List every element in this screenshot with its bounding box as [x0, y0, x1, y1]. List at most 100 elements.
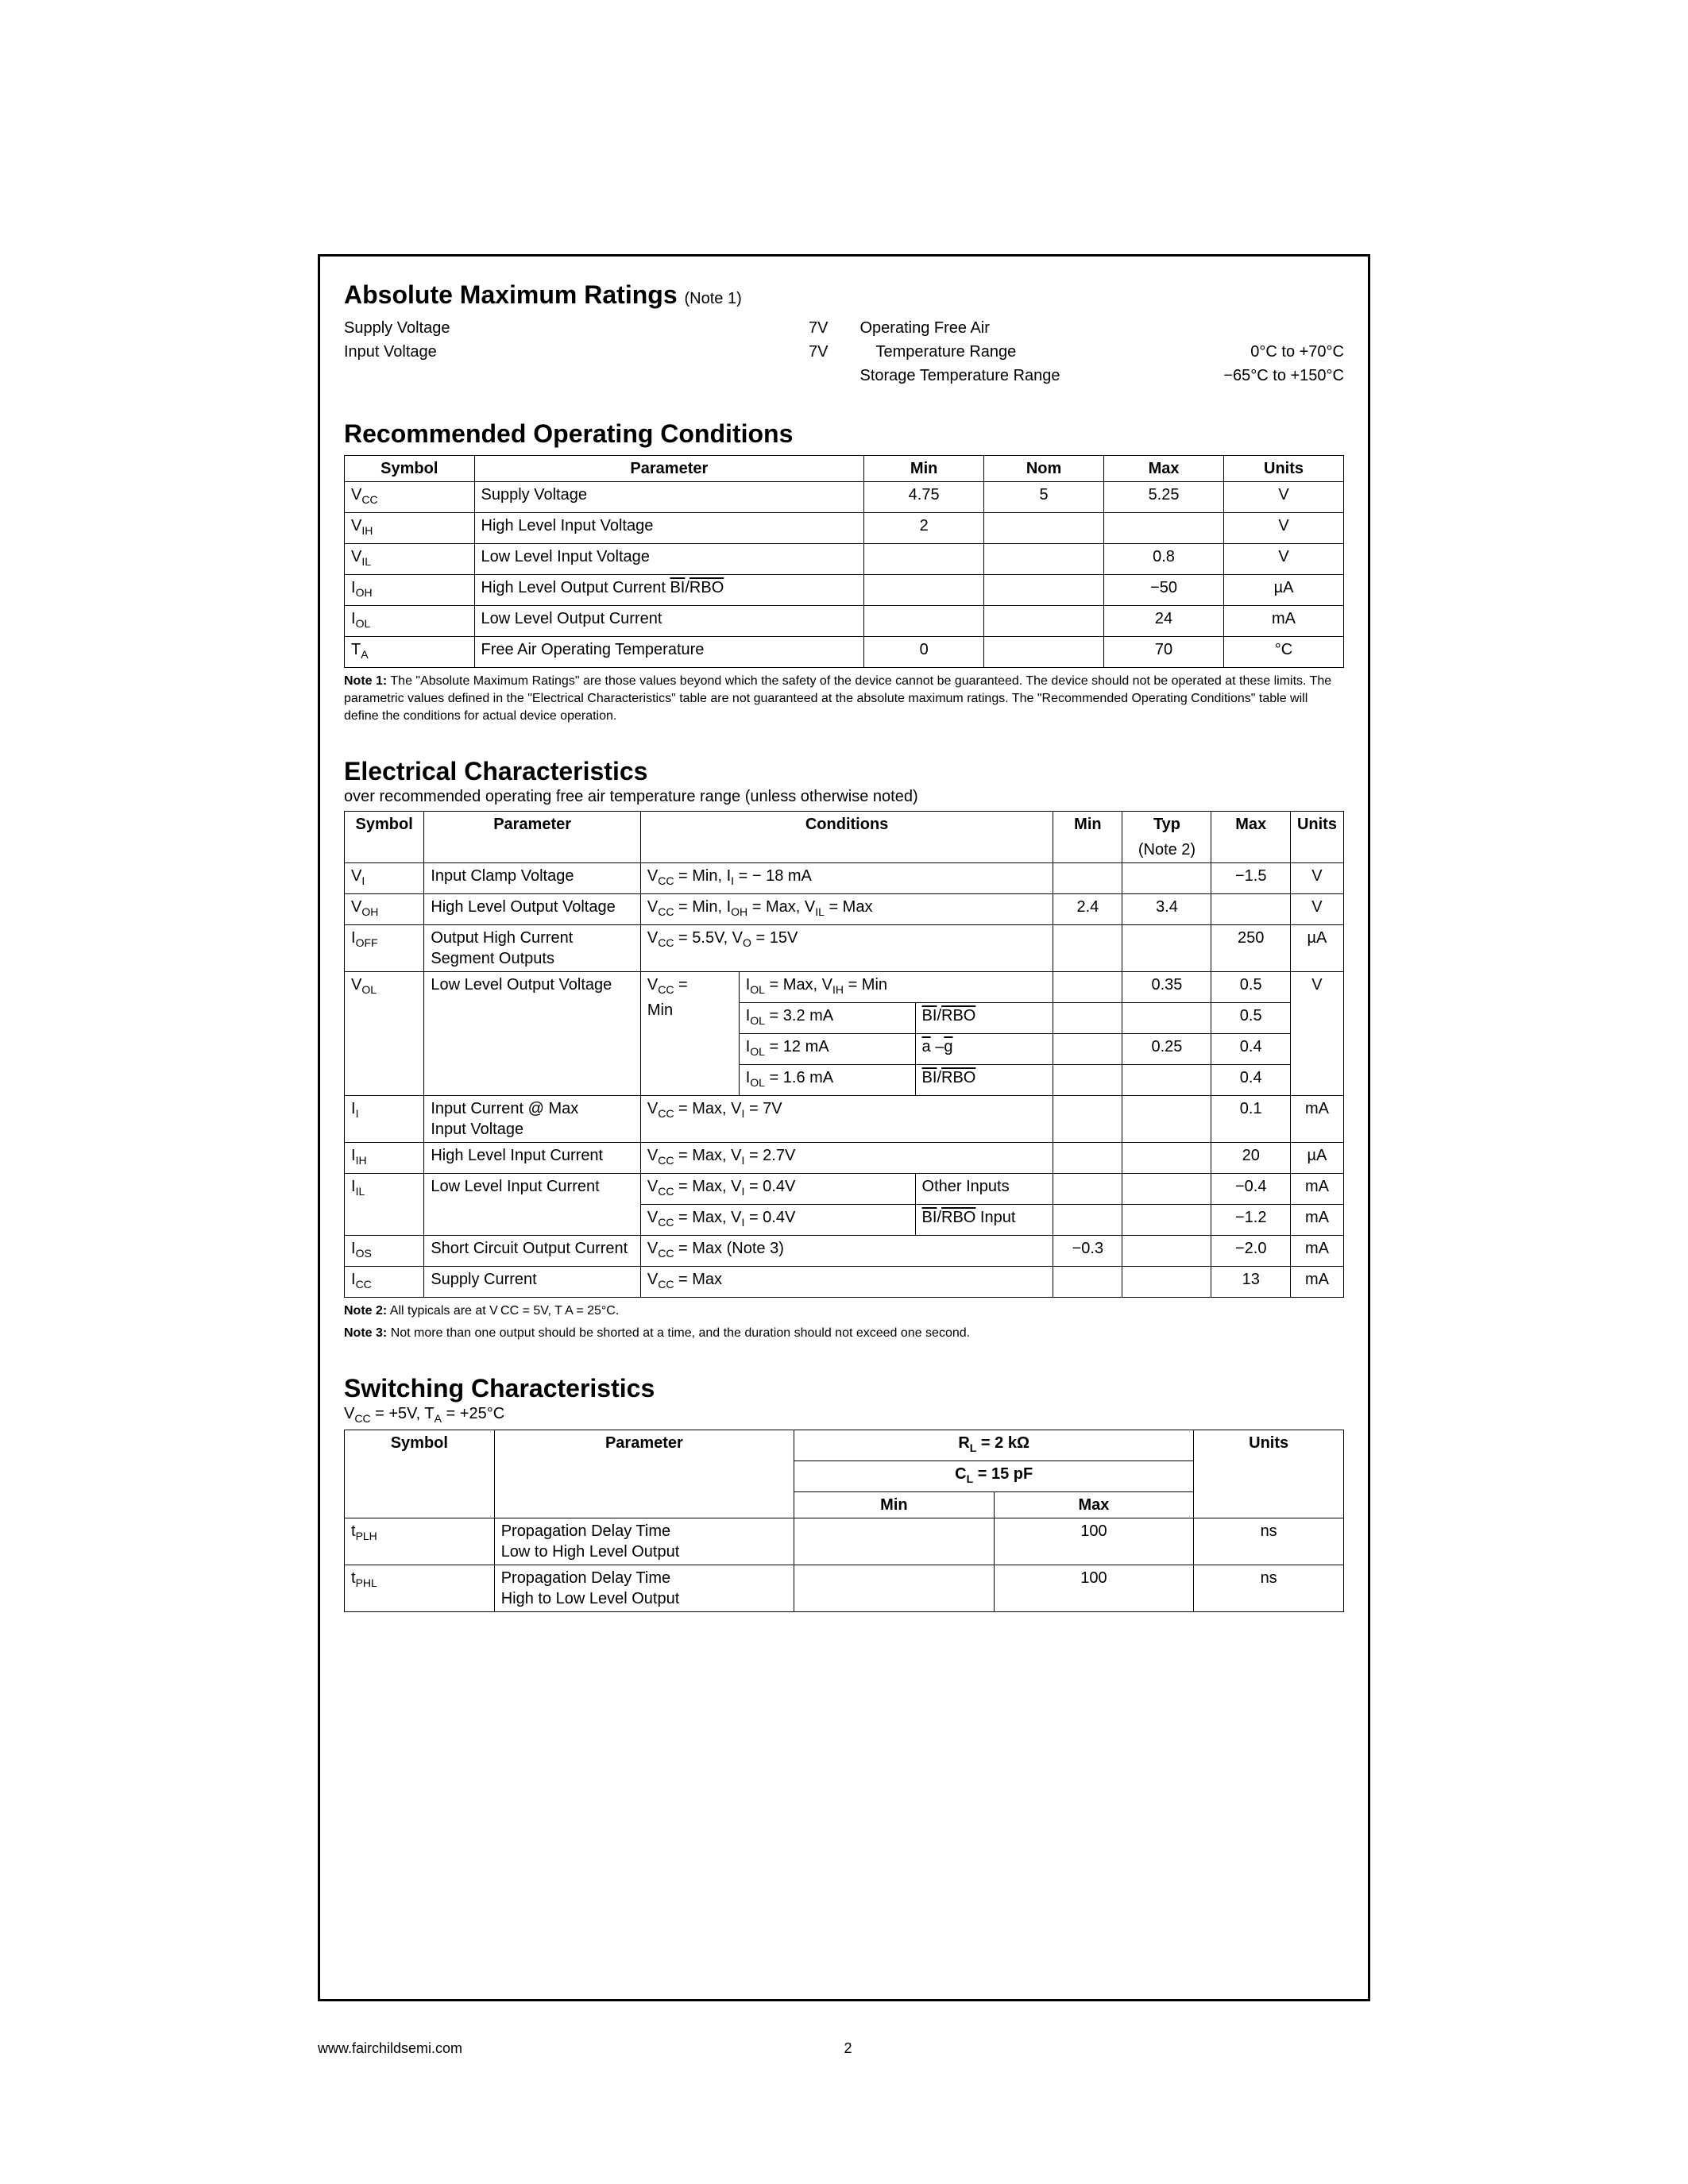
cell: High Level Input Voltage — [474, 513, 864, 544]
cell — [794, 1518, 995, 1565]
cell: Free Air Operating Temperature — [474, 637, 864, 668]
sc-header: Units — [1194, 1430, 1344, 1518]
amr-title: Absolute Maximum Ratings (Note 1) — [344, 280, 1344, 310]
cell: 0.35 — [1122, 972, 1211, 1003]
amr-value: 7V — [610, 316, 828, 340]
amr-left-column: Supply Voltage7VInput Voltage7V — [344, 316, 829, 388]
cell: Low Level Output Current — [474, 606, 864, 637]
cell: µA — [1290, 1143, 1343, 1174]
cell — [1122, 1174, 1211, 1205]
note-3: Note 3: Not more than one output should … — [344, 1325, 1344, 1342]
amr-label: Storage Temperature Range — [860, 364, 1126, 388]
roc-header: Nom — [984, 456, 1104, 482]
section-ec: Electrical Characteristics over recommen… — [344, 757, 1344, 1342]
cell: mA — [1290, 1267, 1343, 1298]
footer-page-number: 2 — [844, 2040, 1371, 2057]
cell: −0.4 — [1211, 1174, 1290, 1205]
cell — [1053, 1065, 1122, 1096]
cell: V — [1290, 863, 1343, 894]
cell: BI/RBO — [915, 1065, 1053, 1096]
cell — [1211, 894, 1290, 925]
cell — [1122, 1003, 1211, 1034]
roc-header: Symbol — [345, 456, 475, 482]
cell — [1053, 1267, 1122, 1298]
footer-url: www.fairchildsemi.com — [318, 2040, 844, 2057]
amr-label: Supply Voltage — [344, 316, 610, 340]
cell: Low Level Input Voltage — [474, 544, 864, 575]
cell — [864, 575, 984, 606]
amr-label: Temperature Range — [860, 340, 1126, 364]
cell: IIH — [345, 1143, 424, 1174]
cell: Supply Voltage — [474, 482, 864, 513]
cell: VCC = Max — [640, 1267, 1053, 1298]
cell: mA — [1224, 606, 1344, 637]
cell: VCC =Min — [640, 972, 739, 1096]
cell: ns — [1194, 1565, 1344, 1612]
amr-row: Operating Free Air — [860, 316, 1345, 340]
table-row: VIHHigh Level Input Voltage2V — [345, 513, 1344, 544]
cell — [984, 544, 1104, 575]
cell: 100 — [994, 1565, 1194, 1612]
cell: VCC = Min, II = − 18 mA — [640, 863, 1053, 894]
cell: Other Inputs — [915, 1174, 1053, 1205]
amr-label: Input Voltage — [344, 340, 610, 364]
cell — [1104, 513, 1224, 544]
sc-header: CL = 15 pF — [794, 1461, 1194, 1492]
cell: IOL — [345, 606, 475, 637]
table-row: VOLLow Level Output VoltageVCC =MinIOL =… — [345, 972, 1344, 1003]
table-row: IILLow Level Input CurrentVCC = Max, VI … — [345, 1174, 1344, 1205]
roc-title: Recommended Operating Conditions — [344, 419, 1344, 449]
cell: 3.4 — [1122, 894, 1211, 925]
cell: IOFF — [345, 925, 424, 972]
table-row: IIInput Current @ MaxInput VoltageVCC = … — [345, 1096, 1344, 1143]
cell: V — [1224, 513, 1344, 544]
cell: 2.4 — [1053, 894, 1122, 925]
cell — [1122, 1267, 1211, 1298]
cell: VCC = Min, IOH = Max, VIL = Max — [640, 894, 1053, 925]
cell — [794, 1565, 995, 1612]
table-row: IIHHigh Level Input CurrentVCC = Max, VI… — [345, 1143, 1344, 1174]
sc-header: Parameter — [494, 1430, 794, 1518]
cell: 4.75 — [864, 482, 984, 513]
table-row: TAFree Air Operating Temperature070°C — [345, 637, 1344, 668]
cell: VCC = Max, VI = 7V — [640, 1096, 1053, 1143]
table-row: IOHHigh Level Output Current BI/RBO−50µA — [345, 575, 1344, 606]
cell: Input Current @ MaxInput Voltage — [424, 1096, 641, 1143]
cell: 20 — [1211, 1143, 1290, 1174]
cell — [984, 637, 1104, 668]
cell: VIL — [345, 544, 475, 575]
cell: 250 — [1211, 925, 1290, 972]
ec-subtitle: over recommended operating free air temp… — [344, 788, 1344, 806]
amr-label: Operating Free Air — [860, 316, 1126, 340]
cell — [1053, 1205, 1122, 1236]
cell: High Level Output Voltage — [424, 894, 641, 925]
cell — [1053, 863, 1122, 894]
cell: 100 — [994, 1518, 1194, 1565]
cell: VCC = 5.5V, VO = 15V — [640, 925, 1053, 972]
cell: mA — [1290, 1096, 1343, 1143]
cell: VOH — [345, 894, 424, 925]
cell: IOL = 3.2 mA — [739, 1003, 915, 1034]
cell: −1.2 — [1211, 1205, 1290, 1236]
cell: High Level Output Current BI/RBO — [474, 575, 864, 606]
sc-title: Switching Characteristics — [344, 1374, 1344, 1403]
table-row: VCCSupply Voltage4.7555.25V — [345, 482, 1344, 513]
table-row: ICCSupply CurrentVCC = Max13mA — [345, 1267, 1344, 1298]
roc-header: Parameter — [474, 456, 864, 482]
ec-table: SymbolParameterConditionsMinTypMaxUnits(… — [344, 811, 1344, 1298]
cell: V — [1224, 544, 1344, 575]
table-row: tPHLPropagation Delay TimeHigh to Low Le… — [345, 1565, 1344, 1612]
ec-title: Electrical Characteristics — [344, 757, 1344, 786]
cell: IOL = 12 mA — [739, 1034, 915, 1065]
cell — [1122, 863, 1211, 894]
cell: Low Level Output Voltage — [424, 972, 641, 1096]
cell — [1122, 1205, 1211, 1236]
cell — [1053, 1096, 1122, 1143]
cell: tPLH — [345, 1518, 495, 1565]
table-row: IOFFOutput High CurrentSegment OutputsVC… — [345, 925, 1344, 972]
amr-value: 0°C to +70°C — [1126, 340, 1344, 364]
cell — [984, 575, 1104, 606]
amr-row: Supply Voltage7V — [344, 316, 829, 340]
roc-table: SymbolParameterMinNomMaxUnitsVCCSupply V… — [344, 455, 1344, 668]
cell: II — [345, 1096, 424, 1143]
